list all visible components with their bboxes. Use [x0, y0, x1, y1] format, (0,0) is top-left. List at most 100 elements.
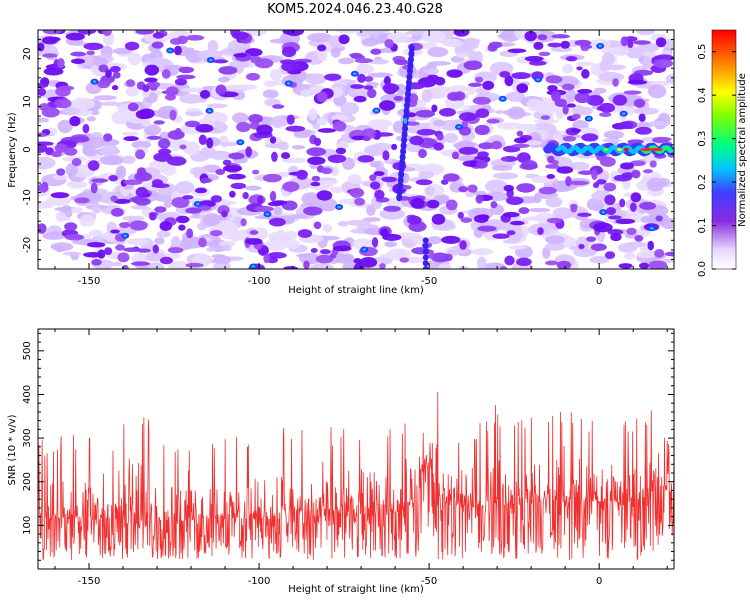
spectrogram-cell — [384, 38, 394, 48]
spectrogram-cell — [71, 158, 82, 167]
spectrogram-cell — [249, 230, 259, 235]
spectrogram-x-axis-label: Height of straight line (km) — [288, 285, 424, 296]
spectrogram-cell — [590, 243, 607, 252]
spectrogram-cell — [263, 80, 278, 87]
spectrogram-cell — [126, 237, 150, 246]
spectrogram-cell — [474, 76, 483, 83]
spectrogram-cell — [631, 169, 641, 179]
spectrogram-cell — [373, 171, 385, 176]
spectrogram-cell — [91, 202, 102, 214]
spectrogram-cell — [38, 143, 48, 154]
spectrogram-cell — [422, 237, 429, 244]
spectrogram-cell — [665, 74, 674, 84]
spectrogram-cell — [98, 64, 109, 73]
spectrogram-cell — [444, 133, 459, 144]
spectrogram-cell — [332, 120, 347, 132]
spectrogram-cell — [257, 195, 264, 205]
spectrogram-cell — [46, 195, 72, 206]
spectrogram-cell — [394, 59, 409, 66]
spectrogram-cell — [382, 83, 400, 93]
spectrogram-cell — [422, 243, 429, 250]
spectrogram-cell — [38, 103, 50, 111]
spectrogram-cell — [547, 42, 562, 48]
colorbar-tick-label: 0.2 — [697, 174, 708, 190]
spectrogram-cell — [516, 83, 528, 93]
spectrogram-cell — [297, 229, 313, 238]
spectrogram-cell — [168, 49, 173, 52]
spectrogram-cell — [154, 237, 165, 245]
snr-x-tick-label: -50 — [421, 576, 437, 587]
spectrogram-cell — [468, 82, 483, 87]
spectrogram-cell — [195, 202, 200, 206]
spectrogram-cell — [122, 155, 136, 165]
spectrogram-cell — [158, 148, 172, 155]
spectrogram-cell — [636, 30, 656, 36]
spectrogram-cell — [252, 169, 260, 175]
spectrogram-cell — [354, 57, 373, 64]
spectrogram-cell — [207, 40, 219, 53]
spectrogram-cell — [282, 30, 295, 35]
spectrogram-cell — [497, 34, 513, 39]
spectrogram-cell — [200, 177, 212, 184]
spectrogram-cell — [121, 264, 129, 269]
spectrogram-cell — [640, 215, 657, 224]
spectrogram-cell — [627, 39, 634, 49]
spectrogram-cell — [152, 32, 165, 39]
spectrogram-cell — [503, 211, 520, 218]
spectrogram-cell — [131, 261, 150, 266]
spectrogram-cell — [500, 97, 505, 101]
spectrogram-cell — [565, 176, 572, 187]
spectrogram-cell — [646, 177, 664, 192]
snr-y-tick-label: 300 — [22, 429, 33, 448]
spectrogram-cell — [182, 195, 194, 200]
spectrogram-cell — [175, 181, 195, 194]
spectrogram-cell — [230, 182, 247, 190]
spectrogram-cell — [454, 30, 465, 35]
spectrogram-cell — [545, 235, 565, 245]
spectrogram-cell — [524, 30, 537, 42]
spectrogram-cell — [623, 90, 642, 95]
spectrogram-cell — [471, 248, 494, 256]
spectrogram-cell — [176, 74, 196, 80]
spectrogram-cell — [174, 78, 188, 86]
spectrogram-cell — [103, 247, 113, 256]
spectrogram-cell — [185, 207, 202, 214]
spectrogram-cell — [655, 215, 663, 222]
spectrogram-cell — [317, 49, 328, 61]
spectrogram-cell — [367, 119, 393, 128]
spectrogram-cell — [533, 119, 560, 124]
spectrogram-cell — [167, 247, 184, 254]
spectrogram-cell — [51, 151, 62, 158]
spectrogram-cell — [613, 174, 632, 182]
spectrogram-cell — [431, 252, 449, 263]
spectrogram-cell — [305, 73, 327, 85]
spectrogram-cell — [463, 37, 481, 45]
spectrogram-cell — [240, 218, 247, 227]
spectrogram-cell — [586, 197, 605, 211]
spectrogram-cell — [566, 89, 577, 103]
spectrogram-cell — [286, 114, 295, 125]
spectrogram-cell — [591, 169, 598, 181]
spectrogram-cell — [242, 191, 249, 200]
colorbar-tick-label: 0.3 — [697, 131, 708, 147]
spectrogram-cell — [144, 64, 160, 76]
spectrogram-cell — [337, 205, 341, 209]
spectrogram-cell — [314, 137, 322, 147]
spectrogram-cell — [551, 34, 570, 39]
spectrogram-cell — [524, 55, 544, 62]
spectrogram-cell — [566, 103, 576, 108]
spectrogram-cell — [372, 237, 379, 248]
spectrogram-cell — [510, 220, 525, 226]
spectrogram-cell — [441, 235, 461, 244]
spectrogram-cell — [298, 252, 321, 265]
spectrogram-cell — [599, 112, 612, 118]
spectrogram-cell — [311, 175, 321, 182]
spectrogram-cell — [115, 244, 125, 251]
spectrogram-cell — [366, 205, 376, 216]
spectrogram-cell — [445, 199, 458, 211]
spectrogram-cell — [59, 216, 71, 221]
spectrogram-cell — [356, 63, 375, 75]
spectrogram-cell — [178, 224, 186, 231]
spectrogram-cell — [415, 179, 433, 186]
spectrogram-cell — [285, 239, 300, 249]
